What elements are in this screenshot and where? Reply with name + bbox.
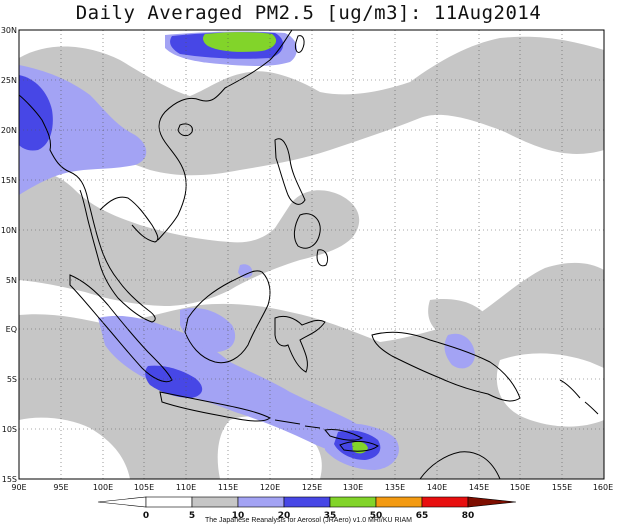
- pm25-band-0-5: [496, 353, 604, 427]
- legend-arrow-left: [97, 496, 147, 508]
- lat-label: 10N: [1, 226, 17, 235]
- pm25-band-5-10: [19, 262, 604, 479]
- lat-label: 25N: [1, 76, 17, 85]
- lon-labels: 90E 95E 100E 105E 110E 115E 120E 125E 13…: [11, 483, 613, 492]
- legend-swatch: [329, 496, 377, 508]
- legend-swatch: [421, 496, 469, 508]
- lat-label: 5N: [6, 276, 17, 285]
- lon-label: 90E: [11, 483, 26, 492]
- lon-label: 155E: [552, 483, 572, 492]
- lon-label: 160E: [593, 483, 613, 492]
- coastline-hainan: [177, 123, 193, 137]
- legend-swatch: [375, 496, 423, 508]
- legend-tick-label: 65: [416, 511, 429, 521]
- legend-tick-label: 50: [370, 511, 383, 521]
- coastline-new-guinea: [371, 331, 521, 402]
- pm25-band-20-35: [145, 365, 203, 398]
- coastline-australia: [419, 451, 501, 479]
- lon-label: 145E: [469, 483, 489, 492]
- legend-tick-label: 20: [278, 511, 291, 521]
- pm25-band-5-10: [428, 299, 490, 337]
- map-title: Daily Averaged PM2.5 [ug/m3]: 11Aug2014: [75, 2, 542, 24]
- lat-labels: 30N 25N 20N 15N 10N 5N EQ 5S 10S 15S: [1, 26, 17, 484]
- coastline-mainland-asia: [19, 30, 293, 323]
- lat-label: 15N: [1, 176, 17, 185]
- coastline-timor: [339, 440, 379, 452]
- lat-label: EQ: [6, 325, 17, 334]
- lon-label: 115E: [218, 483, 238, 492]
- pm25-field: [19, 31, 604, 479]
- legend-arrow-right: [467, 496, 517, 508]
- pm25-band-10-20: [98, 315, 368, 454]
- pm25-band-10-20: [238, 264, 253, 278]
- legend-swatch: [283, 496, 331, 508]
- lon-label: 105E: [134, 483, 154, 492]
- lat-label: 30N: [1, 26, 17, 35]
- lon-label: 140E: [427, 483, 447, 492]
- lon-label: 130E: [343, 483, 363, 492]
- coastline-solomon: [559, 379, 599, 415]
- lat-label: 20N: [1, 126, 17, 135]
- coastline-borneo: [184, 270, 271, 364]
- color-legend: 0 5 10 20 35 50 65 80: [97, 496, 517, 521]
- pm25-band-10-20: [444, 333, 475, 369]
- pm25-band-0-5: [19, 417, 130, 479]
- legend-swatch: [145, 496, 193, 508]
- lon-label: 135E: [385, 483, 405, 492]
- coastline-taiwan: [295, 35, 305, 53]
- coastline-sumatra: [69, 274, 173, 383]
- coastline-lesser-sunda: [274, 419, 364, 441]
- legend-tick-label: 0: [143, 511, 149, 521]
- legend-tick-label: 5: [189, 511, 195, 521]
- lon-label: 150E: [510, 483, 530, 492]
- legend-swatch: [191, 496, 239, 508]
- legend-tick-label: 80: [462, 511, 475, 521]
- pm25-band-10-20: [180, 307, 236, 352]
- map-grid: [19, 30, 604, 479]
- lon-label: 120E: [260, 483, 280, 492]
- lon-label: 125E: [302, 483, 322, 492]
- map-frame: [18, 29, 605, 480]
- lon-label: 95E: [53, 483, 68, 492]
- pm25-band-35-50: [203, 32, 277, 52]
- lat-label: 5S: [7, 375, 17, 384]
- lat-label: 10S: [2, 425, 17, 434]
- lon-label: 100E: [93, 483, 113, 492]
- lat-label: 15S: [2, 475, 17, 484]
- legend-tick-label: 35: [324, 511, 337, 521]
- coastline-sulawesi: [274, 315, 326, 373]
- attribution-footer: The Japanese Reanalysis for Aerosol (JRA…: [205, 517, 412, 524]
- legend-swatch: [237, 496, 285, 508]
- pm25-band-5-10: [19, 36, 604, 176]
- lon-label: 110E: [176, 483, 196, 492]
- pm25-band-35-50: [352, 441, 368, 454]
- legend-tick-label: 10: [232, 511, 245, 521]
- pm25-band-10-20: [19, 65, 147, 195]
- pm25-band-5-10: [19, 169, 360, 306]
